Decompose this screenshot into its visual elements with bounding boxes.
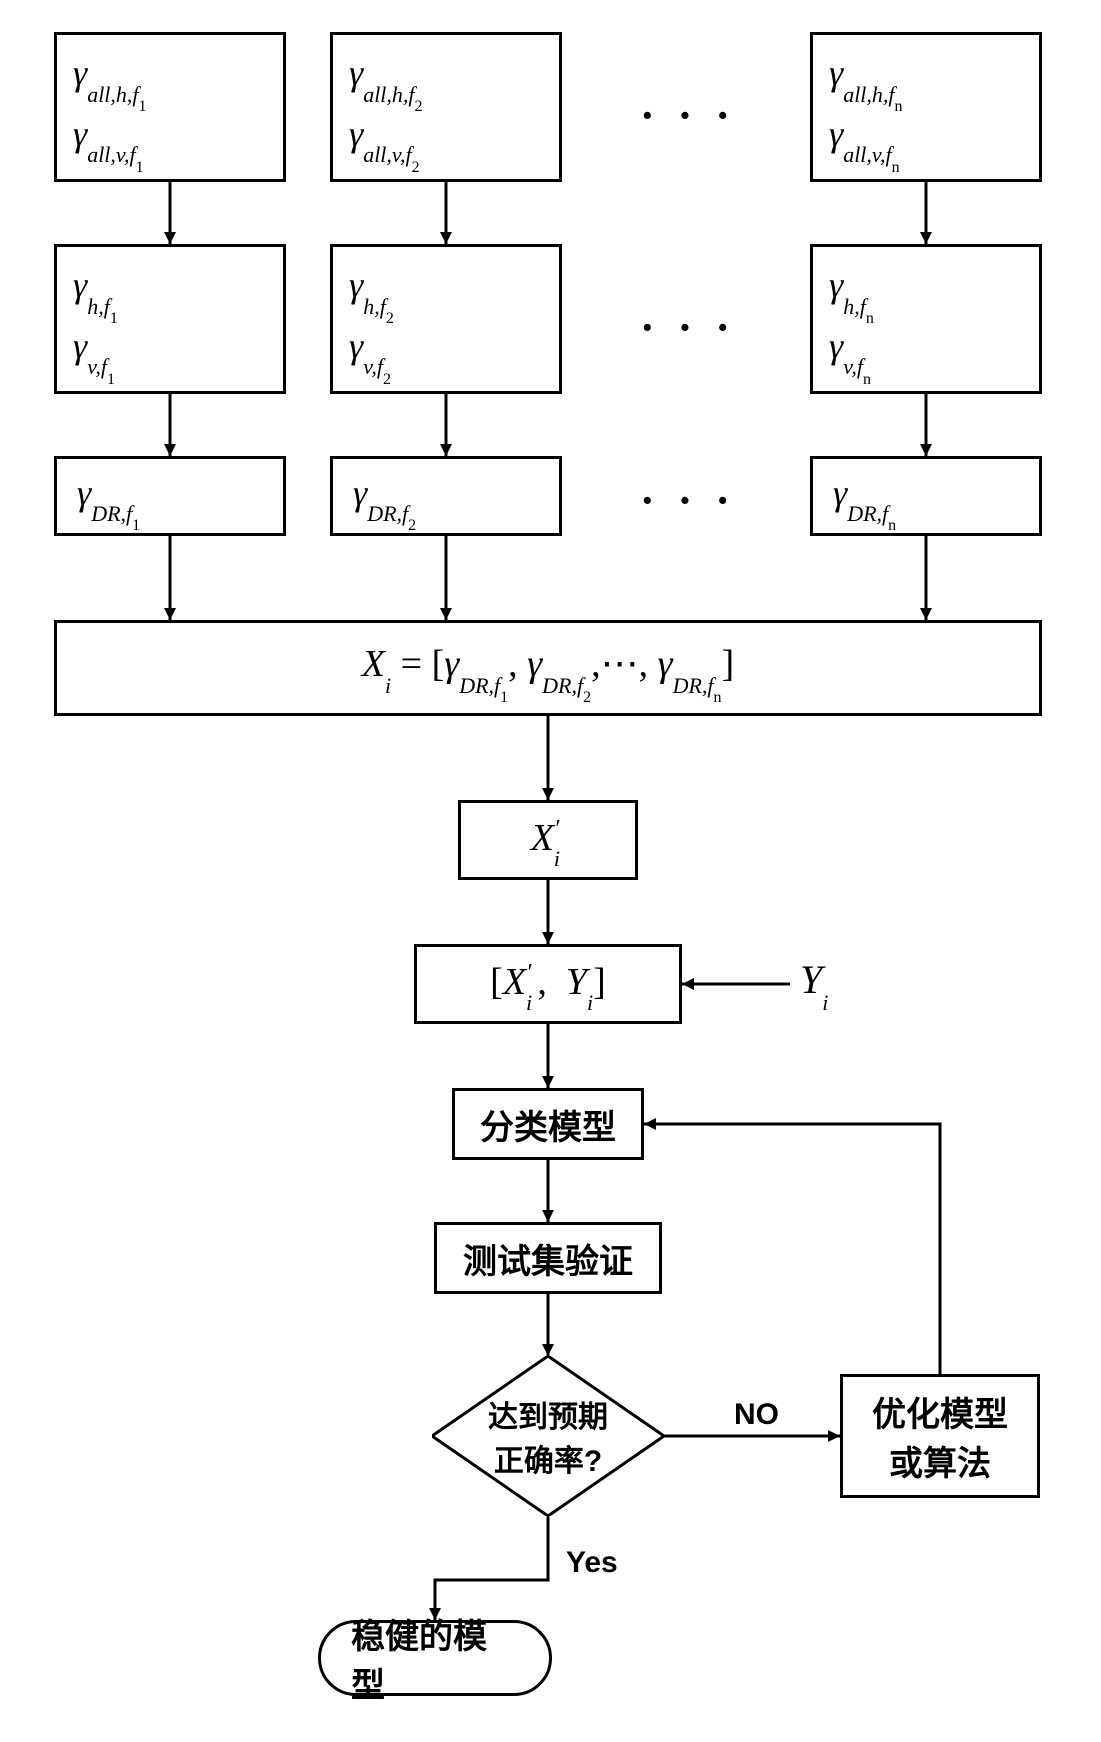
r1cn-line1: γall,h,fn [829, 46, 903, 107]
collector-box: Xi = [γDR,f1, γDR,f2,⋯, γDR,fn] [54, 620, 1042, 716]
r2cn-line2: γv,fn [829, 319, 871, 380]
optimize-box: 优化模型 或算法 [840, 1374, 1040, 1498]
terminal-label: 稳健的模型 [351, 1609, 519, 1707]
optimize-line1: 优化模型 [872, 1387, 1008, 1436]
row1-col1: γall,h,f1 γall,v,f1 [54, 32, 286, 182]
r3cn: γDR,fn [833, 466, 896, 527]
r1c2-line1: γall,h,f2 [349, 46, 423, 107]
yi-input: Yi [800, 956, 828, 1008]
row2-col1: γh,f1 γv,f1 [54, 244, 286, 394]
optimize-line2: 或算法 [889, 1436, 991, 1485]
row3-coln: γDR,fn [810, 456, 1042, 536]
row2-ellipsis: · · · [640, 302, 736, 353]
row2-col2: γh,f2 γv,f2 [330, 244, 562, 394]
testset-label: 测试集验证 [463, 1234, 633, 1283]
row1-coln: γall,h,fn γall,v,fn [810, 32, 1042, 182]
decision-line1: 达到预期 [488, 1392, 608, 1436]
xprime-label: Xi′ [531, 816, 566, 865]
row3-col2: γDR,f2 [330, 456, 562, 536]
pair-box: [Xi′, Yi] [414, 944, 682, 1024]
r1cn-line2: γall,v,fn [829, 107, 900, 168]
r2c2-line1: γh,f2 [349, 258, 394, 319]
xprime-box: Xi′ [458, 800, 638, 880]
row2-coln: γh,fn γv,fn [810, 244, 1042, 394]
row1-col2: γall,h,f2 γall,v,f2 [330, 32, 562, 182]
r1c1-line1: γall,h,f1 [73, 46, 147, 107]
pair-label: [Xi′, Yi] [490, 960, 606, 1009]
row1-ellipsis: · · · [640, 90, 736, 141]
r1c1-line2: γall,v,f1 [73, 107, 144, 168]
row3-col1: γDR,f1 [54, 456, 286, 536]
decision-no-label: NO [734, 1398, 779, 1432]
r2c2-line2: γv,f2 [349, 319, 391, 380]
classify-box: 分类模型 [452, 1088, 644, 1160]
r2c1-line2: γv,f1 [73, 319, 115, 380]
classify-label: 分类模型 [480, 1100, 616, 1149]
decision-yes-label: Yes [566, 1546, 618, 1580]
testset-box: 测试集验证 [434, 1222, 662, 1294]
r2cn-line1: γh,fn [829, 258, 874, 319]
r1c2-line2: γall,v,f2 [349, 107, 420, 168]
decision-diamond: 达到预期 正确率? [432, 1356, 664, 1516]
r2c1-line1: γh,f1 [73, 258, 118, 319]
collector-formula: Xi = [γDR,f1, γDR,f2,⋯, γDR,fn] [362, 641, 734, 695]
decision-line2: 正确率? [494, 1436, 602, 1480]
r3c2: γDR,f2 [353, 466, 416, 527]
row3-ellipsis: · · · [640, 475, 736, 526]
terminal-box: 稳健的模型 [318, 1620, 552, 1696]
r3c1: γDR,f1 [77, 466, 140, 527]
